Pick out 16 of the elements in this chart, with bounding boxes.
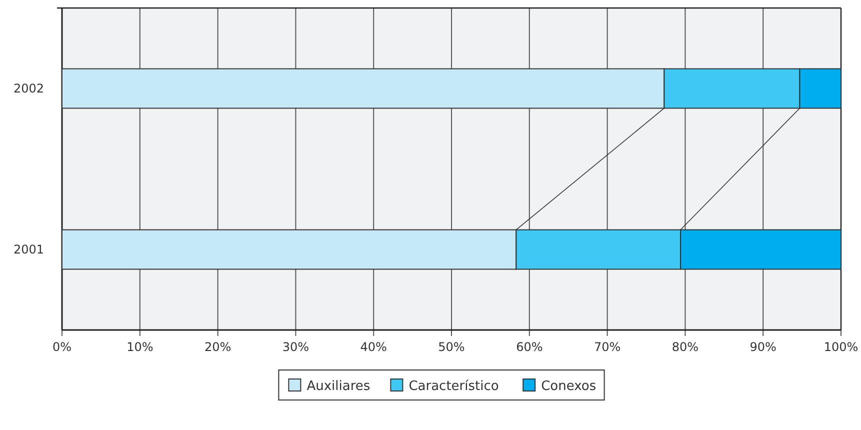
x-tick-label: 0% (52, 340, 72, 354)
legend-label: Auxiliares (306, 379, 370, 394)
x-tick-label: 90% (750, 340, 776, 354)
x-tick-label: 30% (282, 340, 310, 354)
x-tick-label: 60% (516, 340, 543, 354)
x-tick-label: 10% (126, 340, 154, 354)
legend-label: Característico (408, 379, 499, 394)
x-tick-label: 100% (824, 340, 858, 354)
y-tick-label: 2002 (13, 82, 44, 96)
x-tick-label: 50% (438, 340, 465, 354)
x-tick-label: 70% (594, 340, 621, 354)
legend-label: Conexos (541, 379, 596, 394)
y-tick-label: 2001 (13, 242, 44, 256)
x-tick-label: 80% (672, 340, 699, 354)
x-tick-label: 40% (360, 340, 387, 354)
x-tick-label: 20% (204, 340, 232, 354)
